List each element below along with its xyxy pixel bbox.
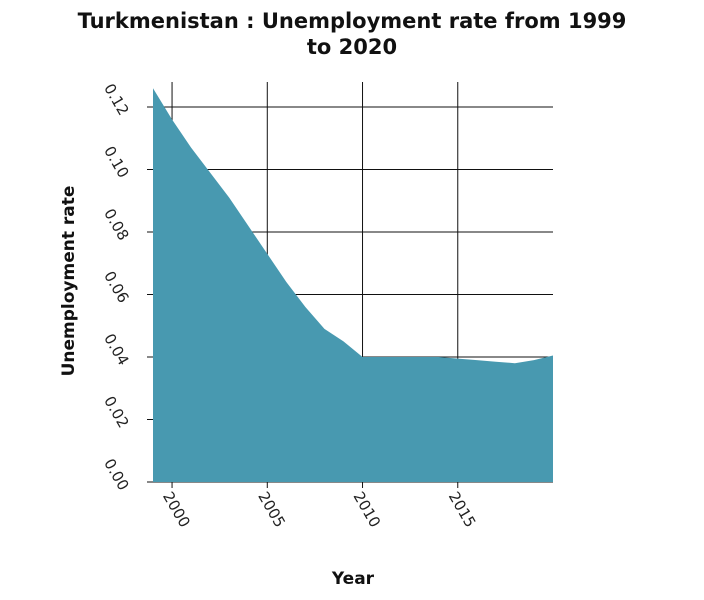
plot-area: 2000 2005 2010 2015 0.00 0.02 0.04 0.06 0.08 0.10… [100,81,553,531]
y-tick-label-4: 0.08 [100,206,132,244]
x-tick-label-3: 2015 [445,488,480,530]
x-axis-label: Year [331,569,375,589]
y-tick-label-0: 0.00 [100,456,132,494]
y-tick-label-2: 0.04 [100,331,132,369]
area-series [153,88,553,482]
chart-title-line-2: to 2020 [306,35,398,59]
x-tick-label-0: 2000 [159,488,194,530]
x-tick-label-1: 2005 [254,488,289,530]
y-tick-label-6: 0.12 [100,81,132,119]
chart-title-line-1: Turkmenistan : Unemployment rate from 19… [77,9,627,33]
chart-title: Turkmenistan : Unemployment rate from 19… [0,8,704,60]
y-tick-label-1: 0.02 [100,393,132,431]
x-tick-label-2: 2010 [350,488,385,530]
y-axis-label: Unemployment rate [59,186,79,377]
y-tick-label-5: 0.10 [100,143,132,181]
y-tick-label-3: 0.06 [100,268,132,306]
